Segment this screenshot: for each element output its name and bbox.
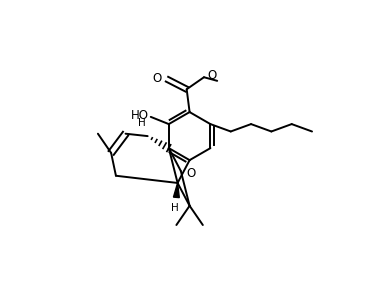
Text: H: H <box>171 203 179 213</box>
Text: H: H <box>138 118 146 128</box>
Polygon shape <box>173 183 179 198</box>
Text: O: O <box>186 167 195 180</box>
Text: HO: HO <box>130 109 149 122</box>
Text: O: O <box>208 69 217 82</box>
Text: O: O <box>152 72 162 85</box>
